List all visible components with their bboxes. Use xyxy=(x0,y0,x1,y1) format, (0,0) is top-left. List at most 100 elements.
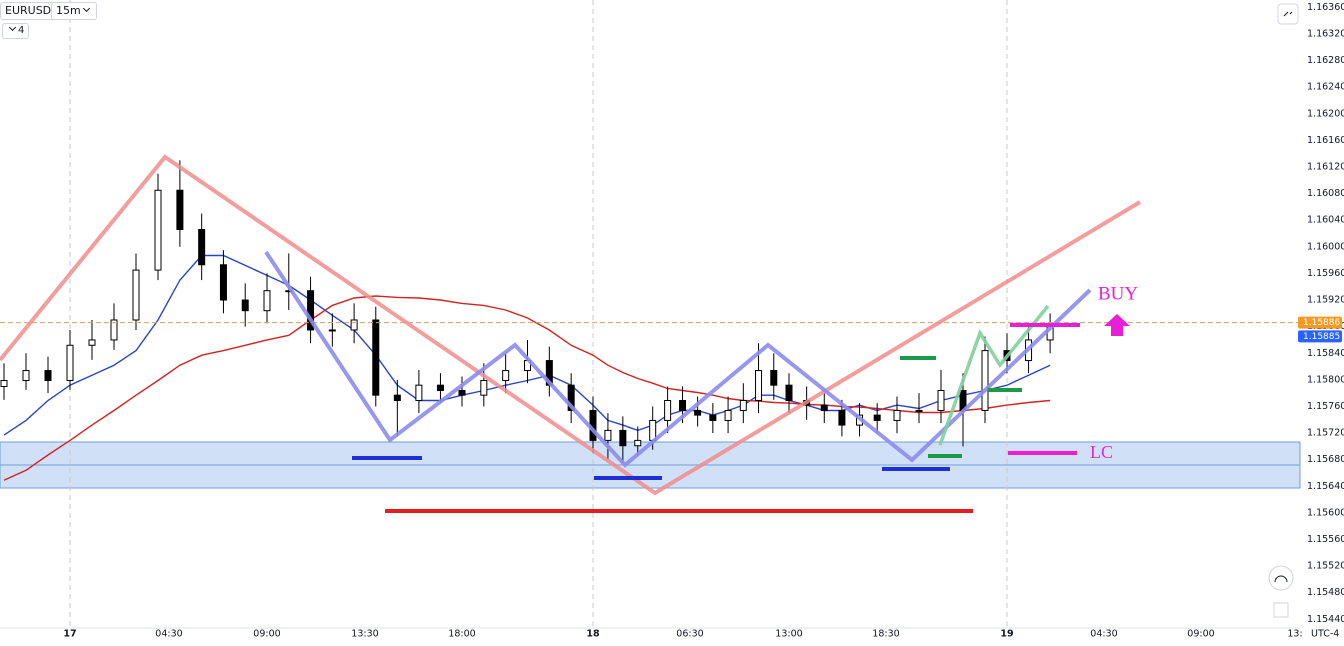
candle-body xyxy=(372,319,380,396)
moving-average xyxy=(3,295,1051,481)
candle-body xyxy=(893,409,901,421)
candle-body xyxy=(415,384,423,401)
candle-body xyxy=(619,429,627,447)
x-tick-label: 17 xyxy=(63,629,76,640)
scroll-button[interactable] xyxy=(1268,565,1294,591)
x-tick-label: 18:00 xyxy=(448,629,475,640)
x-tick-label: 13: xyxy=(1287,629,1302,640)
candle-body xyxy=(604,429,612,441)
y-tick-label: 1.15760 xyxy=(1307,401,1344,412)
candle-body xyxy=(66,344,74,382)
y-tick-label: 1.16000 xyxy=(1307,241,1344,252)
candle-body xyxy=(502,370,510,382)
y-tick-label: 1.16360 xyxy=(1307,2,1344,13)
candle-body xyxy=(458,390,466,396)
y-tick-label: 1.15600 xyxy=(1307,507,1344,518)
candle-body xyxy=(263,290,271,312)
candle-body xyxy=(937,390,945,411)
candle-body xyxy=(567,384,575,411)
candle-body xyxy=(981,350,989,411)
y-tick-label: 1.15560 xyxy=(1307,534,1344,545)
candle-body xyxy=(739,399,747,411)
y-tick-label: 1.16200 xyxy=(1307,108,1344,119)
symbol-button[interactable]: EURUSD xyxy=(0,2,57,20)
y-tick-label: 1.16160 xyxy=(1307,135,1344,146)
y-tick-label: 1.15480 xyxy=(1307,587,1344,598)
y-tick-label: 1.15960 xyxy=(1307,268,1344,279)
candle-body xyxy=(198,229,206,266)
wave-zigzag xyxy=(264,250,1092,468)
candle-body xyxy=(915,409,923,412)
indicators-toggle[interactable]: 4 xyxy=(2,23,30,39)
lc-label: LC xyxy=(1090,442,1113,462)
icon-glyph xyxy=(1283,11,1293,17)
x-tick-label: 19 xyxy=(1000,629,1013,640)
candle-body xyxy=(770,370,778,386)
y-tick-label: 1.15840 xyxy=(1307,348,1344,359)
screenshot-button[interactable] xyxy=(1273,602,1289,618)
candle-body xyxy=(664,399,672,421)
candle-body xyxy=(709,414,717,421)
y-tick-label: 1.15520 xyxy=(1307,561,1344,572)
x-tick-label: 04:30 xyxy=(1090,629,1117,640)
y-tick-label: 1.16040 xyxy=(1307,215,1344,226)
x-tick-label: 13:00 xyxy=(775,629,802,640)
settings-button[interactable] xyxy=(1277,3,1299,25)
timezone-label: UTC-4 xyxy=(1311,629,1339,640)
y-tick-label: 1.16280 xyxy=(1307,55,1344,66)
price-tag xyxy=(1298,330,1342,343)
candle-body xyxy=(88,339,96,346)
candle-body xyxy=(694,409,702,416)
trend-zigzag xyxy=(0,154,1142,496)
y-tick-label: 1.15640 xyxy=(1307,481,1344,492)
x-tick-label: 09:00 xyxy=(1187,629,1214,640)
candle-body xyxy=(154,189,162,271)
y-tick-label: 1.16240 xyxy=(1307,82,1344,93)
candle-body xyxy=(724,409,732,421)
x-tick-label: 18 xyxy=(586,629,600,640)
candle-body xyxy=(241,299,249,312)
buy-arrow xyxy=(1104,314,1130,336)
candle-body xyxy=(219,264,227,301)
candle-body xyxy=(0,380,8,388)
x-tick-label: 13:30 xyxy=(351,629,378,640)
candle-body xyxy=(634,439,642,447)
candle-body xyxy=(176,189,184,231)
candle-body xyxy=(132,269,140,321)
moving-average xyxy=(3,254,1051,436)
candle-body xyxy=(307,290,315,331)
y-tick-label: 1.16120 xyxy=(1307,161,1344,172)
icon-glyph xyxy=(1274,575,1288,583)
candle-body xyxy=(480,380,488,396)
y-tick-label: 1.15800 xyxy=(1307,374,1344,385)
indicator-count: 4 xyxy=(18,25,25,36)
timeframe: 15m xyxy=(56,4,81,17)
timeframe-button[interactable]: 15m xyxy=(51,2,97,20)
candles xyxy=(0,0,1300,628)
candle-body xyxy=(838,409,846,426)
candle-body xyxy=(350,319,358,331)
price-tag xyxy=(1298,316,1342,329)
candle-body xyxy=(44,370,52,382)
y-tick-label: 1.15440 xyxy=(1307,614,1344,625)
candle-body xyxy=(22,370,30,382)
y-tick-label: 1.15720 xyxy=(1307,428,1344,439)
candle-body xyxy=(110,319,118,341)
y-tick-label: 1.15920 xyxy=(1307,295,1344,306)
x-tick-label: 06:30 xyxy=(676,629,703,640)
symbol: EURUSD xyxy=(5,4,52,17)
small-zigzag xyxy=(938,304,1050,446)
y-tick-label: 1.16320 xyxy=(1307,28,1344,39)
candle-body xyxy=(328,329,336,332)
drawings: BUY LC xyxy=(0,154,1142,513)
candle-body xyxy=(820,404,828,411)
y-tick-label: 1.15680 xyxy=(1307,454,1344,465)
y-tick-label: 1.16080 xyxy=(1307,188,1344,199)
price-tag-label: 1.15885 xyxy=(1303,332,1340,342)
buy-label: BUY xyxy=(1098,283,1138,304)
x-tick-label: 09:00 xyxy=(253,629,280,640)
candle-body xyxy=(436,384,444,392)
candle-body xyxy=(755,370,763,401)
